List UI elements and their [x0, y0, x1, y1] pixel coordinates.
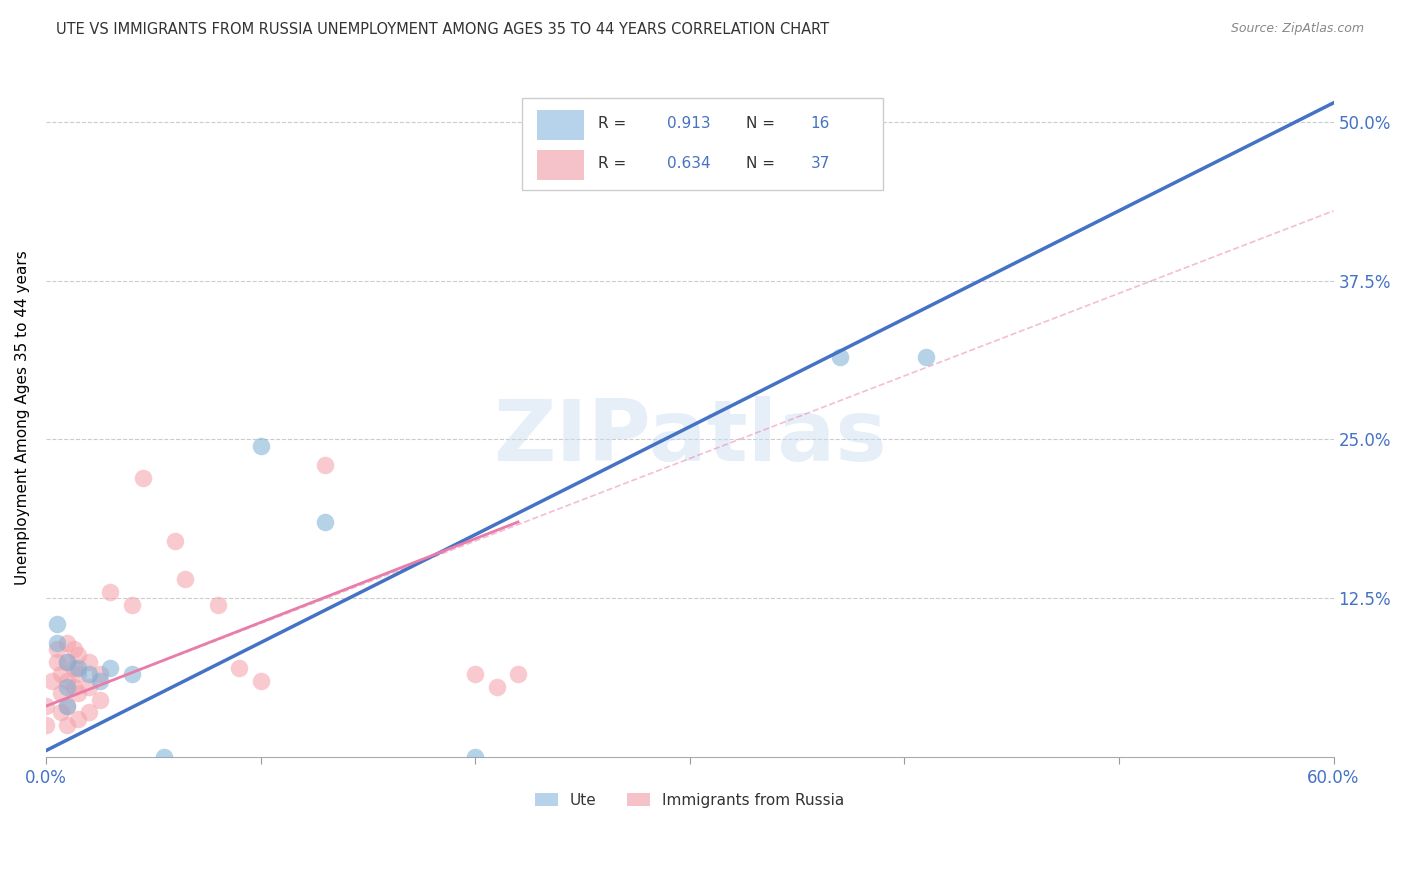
Point	[56, 699, 79, 714]
Point	[49, 686, 72, 700]
Point	[35, 699, 58, 714]
Point	[63, 680, 86, 694]
Point	[49, 667, 72, 681]
Point	[56, 655, 79, 669]
Point	[56, 635, 79, 649]
Point	[163, 534, 186, 549]
Point	[77, 667, 100, 681]
Point	[464, 667, 486, 681]
Point	[45, 642, 67, 657]
Y-axis label: Unemployment Among Ages 35 to 44 years: Unemployment Among Ages 35 to 44 years	[15, 250, 30, 584]
Point	[314, 458, 336, 472]
Point	[77, 655, 100, 669]
Point	[89, 667, 111, 681]
Text: Source: ZipAtlas.com: Source: ZipAtlas.com	[1230, 22, 1364, 36]
Point	[228, 661, 250, 675]
Point	[45, 655, 67, 669]
Point	[121, 667, 143, 681]
Point	[63, 642, 86, 657]
Legend: Ute, Immigrants from Russia: Ute, Immigrants from Russia	[529, 787, 851, 814]
Point	[67, 661, 90, 675]
Point	[89, 693, 111, 707]
Point	[98, 584, 121, 599]
Point	[45, 616, 67, 631]
Point	[63, 661, 86, 675]
Point	[35, 718, 58, 732]
Text: ZIPatlas: ZIPatlas	[494, 396, 887, 479]
Point	[314, 515, 336, 529]
Point	[56, 680, 79, 694]
Text: UTE VS IMMIGRANTS FROM RUSSIA UNEMPLOYMENT AMONG AGES 35 TO 44 YEARS CORRELATION: UTE VS IMMIGRANTS FROM RUSSIA UNEMPLOYME…	[56, 22, 830, 37]
Point	[56, 699, 79, 714]
Point	[56, 655, 79, 669]
Point	[67, 686, 90, 700]
Point	[67, 648, 90, 663]
Point	[249, 439, 271, 453]
Point	[89, 673, 111, 688]
Point	[67, 667, 90, 681]
Point	[45, 635, 67, 649]
Point	[56, 718, 79, 732]
Point	[249, 673, 271, 688]
Point	[41, 673, 63, 688]
Point	[131, 470, 153, 484]
Point	[174, 572, 197, 586]
Point	[914, 350, 936, 364]
Point	[207, 598, 229, 612]
Point	[67, 712, 90, 726]
Point	[506, 667, 529, 681]
Point	[77, 680, 100, 694]
Point	[153, 750, 176, 764]
Point	[121, 598, 143, 612]
Point	[98, 661, 121, 675]
Point	[464, 750, 486, 764]
Point	[56, 673, 79, 688]
Point	[77, 706, 100, 720]
Point	[485, 680, 508, 694]
Point	[828, 350, 851, 364]
Point	[49, 706, 72, 720]
